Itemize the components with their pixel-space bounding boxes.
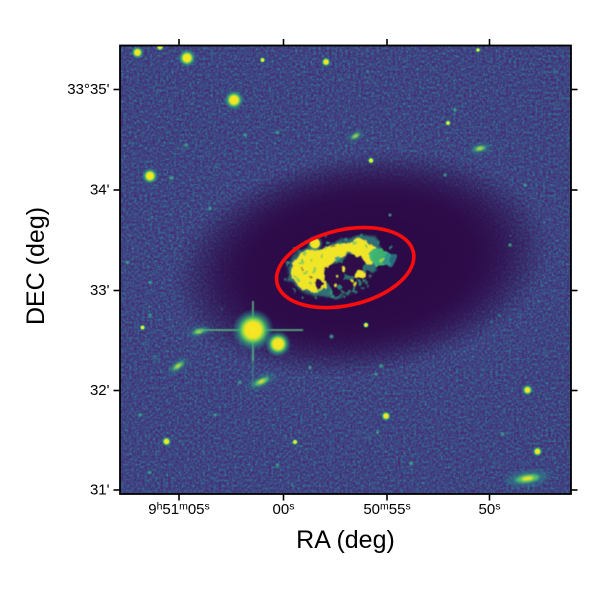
svg-text:32': 32' xyxy=(90,382,110,399)
svg-text:31': 31' xyxy=(90,482,110,499)
svg-text:00s: 00s xyxy=(273,501,295,519)
svg-text:50m55s: 50m55s xyxy=(363,501,410,519)
svg-text:33°35': 33°35' xyxy=(67,81,109,98)
svg-text:DEC (deg): DEC (deg) xyxy=(22,207,50,325)
svg-text:50s: 50s xyxy=(479,501,501,519)
svg-text:RA (deg): RA (deg) xyxy=(296,526,395,554)
svg-text:33': 33' xyxy=(90,282,110,299)
svg-text:34': 34' xyxy=(90,182,110,199)
svg-text:9h51m05s: 9h51m05s xyxy=(148,501,210,519)
